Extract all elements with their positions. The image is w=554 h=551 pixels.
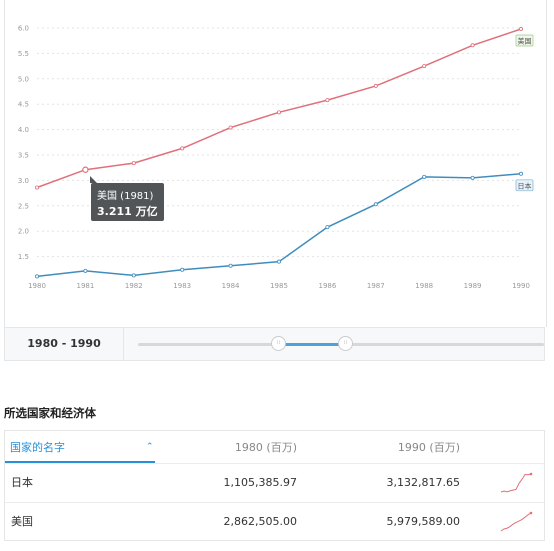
data-point	[373, 83, 378, 88]
y-tick-label: 4.0	[18, 126, 29, 134]
sparkline-path	[500, 473, 532, 493]
y-tick-label: 5.0	[18, 75, 29, 83]
value-1980: 1,105,385.97	[223, 476, 297, 489]
slider-selected-range	[278, 343, 346, 346]
value-1990: 3,132,817.65	[386, 476, 460, 489]
country-name: 日本	[11, 476, 33, 489]
column-header-name[interactable]: 国家的名字	[10, 441, 65, 454]
column-header-1990[interactable]: 1990 (百万)	[397, 441, 460, 454]
data-point	[276, 259, 281, 264]
highlighted-point	[82, 166, 89, 173]
y-tick-label: 3.0	[18, 177, 29, 185]
section-title: 所选国家和经济体	[4, 406, 96, 420]
slider-end-handle[interactable]: ⁞⁞	[338, 336, 353, 351]
line-chart-panel: 1.5 2.0 2.5 3.0 3.5 4.0 4.5 5.0 5.5 6.0 1980 1981 19…	[4, 0, 547, 327]
data-point	[422, 64, 427, 69]
data-point	[276, 110, 281, 115]
y-tick-label: 4.5	[18, 101, 29, 109]
series-end-label-box	[515, 179, 534, 192]
data-point	[180, 267, 185, 272]
data-point	[519, 171, 524, 176]
value-1990: 5,979,589.00	[386, 515, 460, 528]
data-point	[34, 274, 39, 279]
x-tick-label: 1988	[415, 282, 433, 290]
sparkline	[500, 472, 533, 493]
sparkline-path	[500, 512, 532, 532]
year-range-slider[interactable]: ⁞⁞ ⁞⁞	[138, 336, 544, 351]
table-row[interactable]: 日本 1,105,385.97 3,132,817.65	[5, 463, 544, 502]
table-row[interactable]: 美国 2,862,505.00 5,979,589.00	[5, 502, 544, 541]
x-tick-label: 1981	[76, 282, 94, 290]
x-tick-label: 1985	[270, 282, 288, 290]
data-point	[83, 268, 88, 273]
country-name: 美国	[11, 515, 33, 528]
slider-start-handle[interactable]: ⁞⁞	[271, 336, 286, 351]
x-tick-label: 1986	[318, 282, 336, 290]
data-point	[422, 174, 427, 179]
value-1980: 2,862,505.00	[223, 515, 297, 528]
data-point	[325, 98, 330, 103]
data-point	[131, 273, 136, 278]
data-point	[228, 263, 233, 268]
series-end-label-box	[515, 34, 534, 47]
x-tick-label: 1980	[28, 282, 46, 290]
data-point	[131, 161, 136, 166]
x-tick-label: 1990	[512, 282, 530, 290]
y-tick-label: 6.0	[18, 25, 29, 33]
tooltip-value: 3.211 万亿	[97, 205, 158, 218]
data-point	[519, 27, 524, 32]
data-point	[228, 125, 233, 130]
x-tick-label: 1987	[367, 282, 385, 290]
data-point	[470, 175, 475, 180]
column-header-1980[interactable]: 1980 (百万)	[234, 441, 297, 454]
y-tick-label: 2.5	[18, 202, 29, 210]
x-tick-label: 1982	[125, 282, 143, 290]
x-tick-label: 1983	[173, 282, 191, 290]
x-tick-label: 1989	[464, 282, 482, 290]
y-tick-label: 3.5	[18, 152, 29, 160]
data-point	[470, 43, 475, 48]
x-tick-label: 1984	[222, 282, 240, 290]
tooltip-series-label: 美国 (1981)	[97, 191, 154, 202]
y-tick-label: 1.5	[18, 253, 29, 261]
economies-table: 国家的名字 ⌃ 1980 (百万) 1990 (百万) 日本 1,105,385…	[4, 430, 545, 541]
line-chart: 1.5 2.0 2.5 3.0 3.5 4.0 4.5 5.0 5.5 6.0 1980 1981 19…	[18, 25, 534, 290]
active-sort-underline	[5, 461, 155, 463]
sparkline	[500, 511, 533, 532]
data-point	[325, 225, 330, 230]
data-point	[180, 146, 185, 151]
series-end-label: 日本	[518, 181, 532, 190]
chevron-up-icon[interactable]: ⌃	[146, 442, 154, 452]
y-tick-label: 5.5	[18, 50, 29, 58]
year-range-label: 1980 - 1990	[5, 328, 124, 360]
series-line	[36, 28, 522, 189]
tooltip-pointer	[90, 176, 97, 183]
chart-tooltip: 美国 (1981) 3.211 万亿	[90, 176, 164, 221]
data-point	[34, 185, 39, 190]
data-point	[373, 202, 378, 207]
year-range-bar: 1980 - 1990 ⁞⁞ ⁞⁞	[4, 327, 545, 361]
sparkline-end-point	[529, 511, 533, 515]
y-tick-label: 2.0	[18, 228, 29, 236]
sparkline-end-point	[529, 472, 533, 476]
series-end-label: 美国	[518, 37, 532, 46]
